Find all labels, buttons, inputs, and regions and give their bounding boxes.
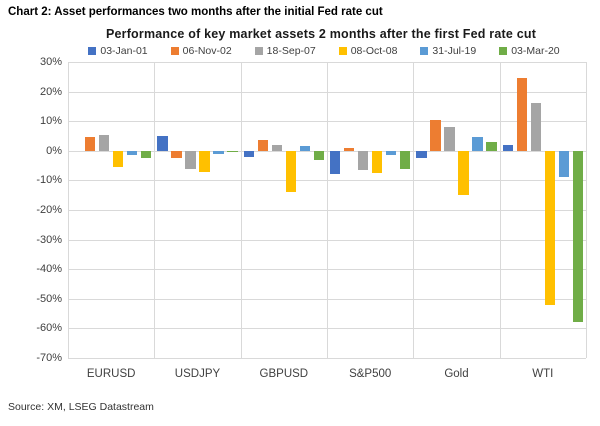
bar-18-Sep-07-WTI: [530, 103, 542, 151]
legend-label: 08-Oct-08: [350, 45, 398, 57]
y-tick-label: -30%: [36, 233, 62, 246]
bar-03-Mar-20-Gold: [486, 141, 497, 151]
bar-08-Oct-08-S&P500: [371, 150, 383, 173]
bar-06-Nov-02-Gold: [430, 119, 441, 151]
bar-18-Sep-07-GBPUSD: [271, 144, 283, 151]
bar-03-Jan-01-S&P500: [329, 150, 341, 175]
bar-31-Jul-19-Gold: [472, 137, 483, 151]
bar-18-Sep-07-S&P500: [357, 150, 369, 171]
bar-06-Nov-02-GBPUSD: [257, 140, 269, 151]
bar-03-Mar-20-EURUSD: [140, 150, 152, 159]
x-category-label: GBPUSD: [259, 368, 309, 380]
legend-swatch-icon: [338, 47, 347, 55]
y-tick-label: -10%: [36, 174, 62, 187]
bar-31-Jul-19-WTI: [558, 150, 570, 178]
legend-item-03-Mar-20: 03-Mar-20: [499, 45, 560, 57]
gridline-vertical: [240, 62, 242, 358]
y-tick-label: -50%: [36, 292, 62, 305]
legend-swatch-icon: [170, 47, 179, 55]
legend-item-31-Jul-19: 31-Jul-19: [420, 45, 476, 57]
gridline-vertical: [68, 62, 69, 358]
source-note: Source: XM, LSEG Datastream: [8, 401, 154, 413]
bar-08-Oct-08-USDJPY: [199, 150, 210, 172]
x-category-label: Gold: [444, 368, 469, 380]
bar-03-Jan-01-Gold: [416, 150, 427, 159]
plot-area: [68, 62, 587, 359]
y-tick-label: 0%: [46, 144, 62, 157]
bar-06-Nov-02-S&P500: [343, 147, 355, 151]
bar-08-Oct-08-EURUSD: [112, 150, 124, 168]
x-category-label: WTI: [532, 368, 554, 380]
legend-swatch-icon: [88, 47, 97, 55]
x-category-label: S&P500: [349, 368, 392, 380]
chart-legend: 03-Jan-01 06-Nov-02 18-Sep-07 08-Oct-08 31-J…: [62, 44, 586, 58]
chart-heading: Chart 2: Asset performances two months a…: [8, 6, 383, 18]
bar-31-Jul-19-USDJPY: [213, 150, 224, 154]
legend-item-18-Sep-07: 18-Sep-07: [254, 45, 316, 57]
x-category-label: EURUSD: [86, 368, 136, 380]
legend-swatch-icon: [499, 47, 508, 55]
gridline-horizontal: [68, 358, 586, 359]
bar-08-Oct-08-WTI: [544, 150, 556, 305]
gridline-vertical: [499, 62, 501, 358]
bar-18-Sep-07-EURUSD: [98, 134, 110, 151]
bar-03-Jan-01-USDJPY: [157, 136, 168, 151]
bar-18-Sep-07-USDJPY: [185, 150, 196, 169]
legend-item-08-Oct-08: 08-Oct-08: [338, 45, 398, 57]
legend-label: 03-Mar-20: [511, 45, 560, 57]
bar-06-Nov-02-WTI: [516, 78, 528, 151]
legend-item-03-Jan-01: 03-Jan-01: [88, 45, 148, 57]
bar-03-Mar-20-USDJPY: [227, 150, 238, 153]
x-category-label: USDJPY: [174, 368, 221, 380]
legend-label: 06-Nov-02: [182, 45, 232, 57]
legend-swatch-icon: [254, 47, 263, 55]
bar-08-Oct-08-GBPUSD: [285, 150, 297, 193]
bar-06-Nov-02-USDJPY: [171, 150, 182, 159]
y-tick-label: 20%: [39, 85, 62, 98]
bar-18-Sep-07-Gold: [444, 127, 455, 151]
bar-03-Mar-20-WTI: [572, 150, 584, 323]
y-tick-label: 10%: [39, 115, 62, 128]
bar-31-Jul-19-GBPUSD: [299, 146, 311, 151]
y-tick-label: 30%: [39, 56, 62, 68]
y-tick-label: -70%: [36, 352, 62, 364]
gridline-vertical: [327, 62, 328, 358]
bar-31-Jul-19-S&P500: [385, 150, 397, 156]
legend-swatch-icon: [420, 47, 429, 55]
bar-03-Jan-01-WTI: [502, 144, 514, 151]
chart-title: Performance of key market assets 2 month…: [105, 27, 537, 41]
legend-label: 03-Jan-01: [100, 45, 148, 57]
gridline-vertical: [154, 62, 156, 358]
legend-label: 31-Jul-19: [432, 45, 477, 57]
bar-08-Oct-08-Gold: [458, 150, 469, 196]
y-tick-label: -40%: [36, 263, 62, 276]
bar-06-Nov-02-EURUSD: [84, 137, 96, 151]
bar-31-Jul-19-EURUSD: [126, 150, 138, 156]
legend-item-06-Nov-02: 06-Nov-02: [170, 45, 232, 57]
bar-03-Jan-01-GBPUSD: [243, 150, 255, 157]
legend-label: 18-Sep-07: [266, 45, 316, 57]
gridline-vertical: [413, 62, 415, 358]
gridline-vertical: [586, 62, 587, 358]
y-tick-label: -20%: [36, 204, 62, 216]
bar-03-Mar-20-S&P500: [399, 150, 411, 169]
bar-03-Mar-20-GBPUSD: [313, 150, 325, 160]
y-tick-label: -60%: [36, 322, 62, 335]
